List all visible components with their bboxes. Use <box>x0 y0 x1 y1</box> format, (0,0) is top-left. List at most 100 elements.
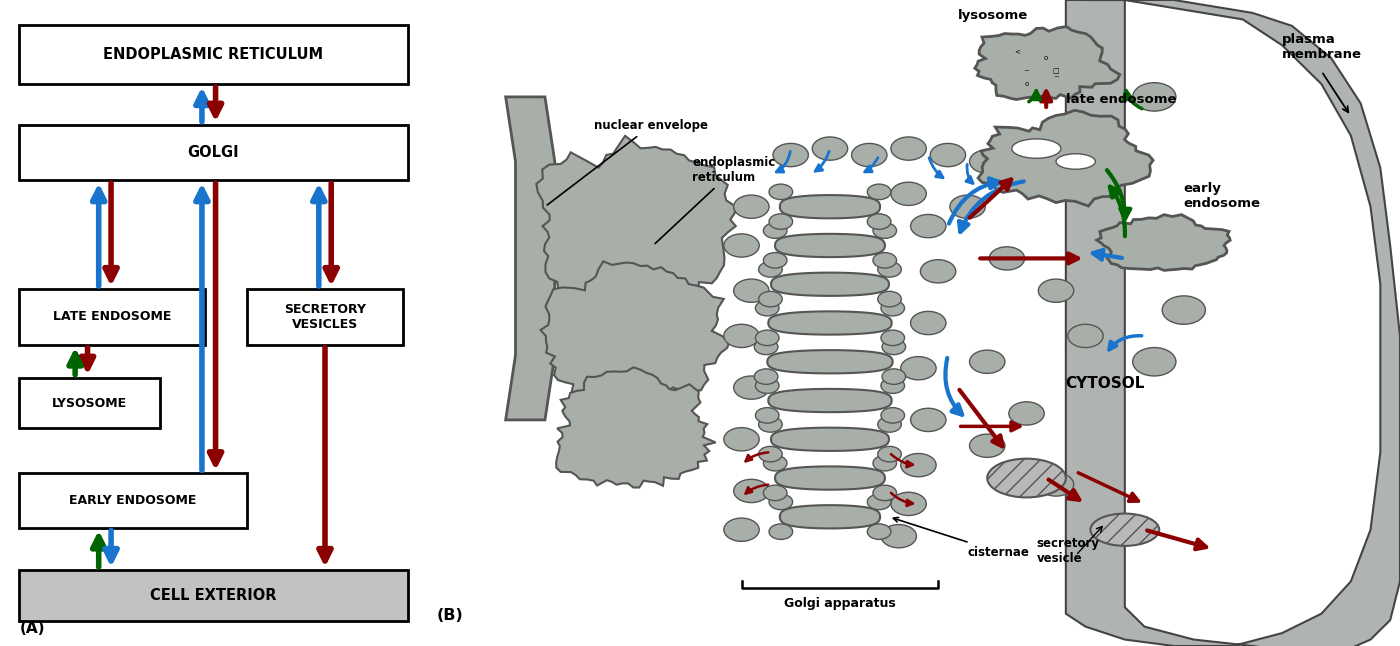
Circle shape <box>769 214 792 229</box>
Circle shape <box>930 143 966 167</box>
Ellipse shape <box>1091 514 1159 546</box>
Polygon shape <box>780 195 881 218</box>
Circle shape <box>874 485 896 501</box>
Text: <: < <box>1014 48 1019 55</box>
Polygon shape <box>1096 214 1231 271</box>
Circle shape <box>851 143 888 167</box>
Circle shape <box>881 330 904 346</box>
Text: secretory
vesicle: secretory vesicle <box>1036 537 1099 565</box>
Circle shape <box>1009 156 1044 180</box>
Circle shape <box>759 417 783 432</box>
Text: plasma
membrane: plasma membrane <box>1282 33 1362 61</box>
Circle shape <box>759 446 783 462</box>
Polygon shape <box>776 466 885 490</box>
Circle shape <box>734 376 769 399</box>
Text: CYTOSOL: CYTOSOL <box>1065 375 1145 391</box>
Circle shape <box>724 518 759 541</box>
Text: CELL EXTERIOR: CELL EXTERIOR <box>150 588 277 603</box>
Text: (B): (B) <box>437 608 463 623</box>
FancyBboxPatch shape <box>20 473 246 528</box>
Circle shape <box>881 378 904 393</box>
Text: late endosome: late endosome <box>1065 94 1176 107</box>
Circle shape <box>769 494 792 510</box>
Ellipse shape <box>987 459 1065 497</box>
Circle shape <box>874 223 896 238</box>
Circle shape <box>724 324 759 348</box>
Circle shape <box>882 369 906 384</box>
FancyBboxPatch shape <box>20 125 407 180</box>
Circle shape <box>881 300 904 316</box>
Text: cisternae: cisternae <box>893 517 1029 559</box>
Circle shape <box>755 369 778 384</box>
Circle shape <box>734 279 769 302</box>
Polygon shape <box>769 389 892 412</box>
Circle shape <box>970 350 1005 373</box>
Circle shape <box>890 492 927 516</box>
Text: nuclear envelope: nuclear envelope <box>547 120 708 205</box>
Circle shape <box>900 453 937 477</box>
Circle shape <box>1068 324 1103 348</box>
Text: LYSOSOME: LYSOSOME <box>52 397 127 410</box>
Text: Golgi apparatus: Golgi apparatus <box>784 598 896 610</box>
Text: EARLY ENDOSOME: EARLY ENDOSOME <box>69 494 196 507</box>
Circle shape <box>763 253 787 268</box>
Circle shape <box>874 253 896 268</box>
Circle shape <box>882 339 906 355</box>
Circle shape <box>812 137 847 160</box>
Circle shape <box>868 524 890 539</box>
Circle shape <box>881 408 904 423</box>
Polygon shape <box>556 368 715 488</box>
Circle shape <box>868 214 890 229</box>
Circle shape <box>878 262 902 277</box>
Circle shape <box>874 455 896 471</box>
Circle shape <box>756 408 778 423</box>
Circle shape <box>724 428 759 451</box>
Polygon shape <box>536 136 736 307</box>
Circle shape <box>1133 83 1176 111</box>
Circle shape <box>868 184 890 200</box>
Circle shape <box>769 184 792 200</box>
Text: lysosome: lysosome <box>958 10 1028 23</box>
Polygon shape <box>771 428 889 451</box>
Circle shape <box>763 223 787 238</box>
FancyBboxPatch shape <box>20 570 407 621</box>
Circle shape <box>1133 348 1176 376</box>
Circle shape <box>878 417 902 432</box>
Ellipse shape <box>1012 139 1061 158</box>
Circle shape <box>724 234 759 257</box>
Polygon shape <box>767 350 893 373</box>
Circle shape <box>878 291 902 307</box>
Circle shape <box>990 247 1025 270</box>
Text: GOLGI: GOLGI <box>188 145 239 160</box>
Circle shape <box>900 357 937 380</box>
Text: o: o <box>1025 81 1029 87</box>
Circle shape <box>755 339 778 355</box>
Circle shape <box>759 262 783 277</box>
Circle shape <box>1162 296 1205 324</box>
Polygon shape <box>974 26 1120 99</box>
Circle shape <box>734 195 769 218</box>
FancyBboxPatch shape <box>20 25 407 84</box>
Circle shape <box>756 378 778 393</box>
Polygon shape <box>776 234 885 257</box>
Circle shape <box>1039 473 1074 496</box>
Circle shape <box>910 214 946 238</box>
Text: LATE ENDOSOME: LATE ENDOSOME <box>53 310 172 323</box>
Circle shape <box>970 434 1005 457</box>
Polygon shape <box>780 505 881 528</box>
Circle shape <box>756 330 778 346</box>
Circle shape <box>949 195 986 218</box>
Circle shape <box>920 260 956 283</box>
Circle shape <box>763 455 787 471</box>
Circle shape <box>734 479 769 503</box>
FancyBboxPatch shape <box>20 289 206 345</box>
Text: ENDOPLASMIC RETICULUM: ENDOPLASMIC RETICULUM <box>104 47 323 62</box>
Polygon shape <box>505 97 554 420</box>
Circle shape <box>910 311 946 335</box>
Circle shape <box>759 291 783 307</box>
Text: (A): (A) <box>20 621 45 636</box>
Circle shape <box>756 300 778 316</box>
Circle shape <box>769 524 792 539</box>
Polygon shape <box>771 273 889 296</box>
Text: ~: ~ <box>1053 74 1058 81</box>
